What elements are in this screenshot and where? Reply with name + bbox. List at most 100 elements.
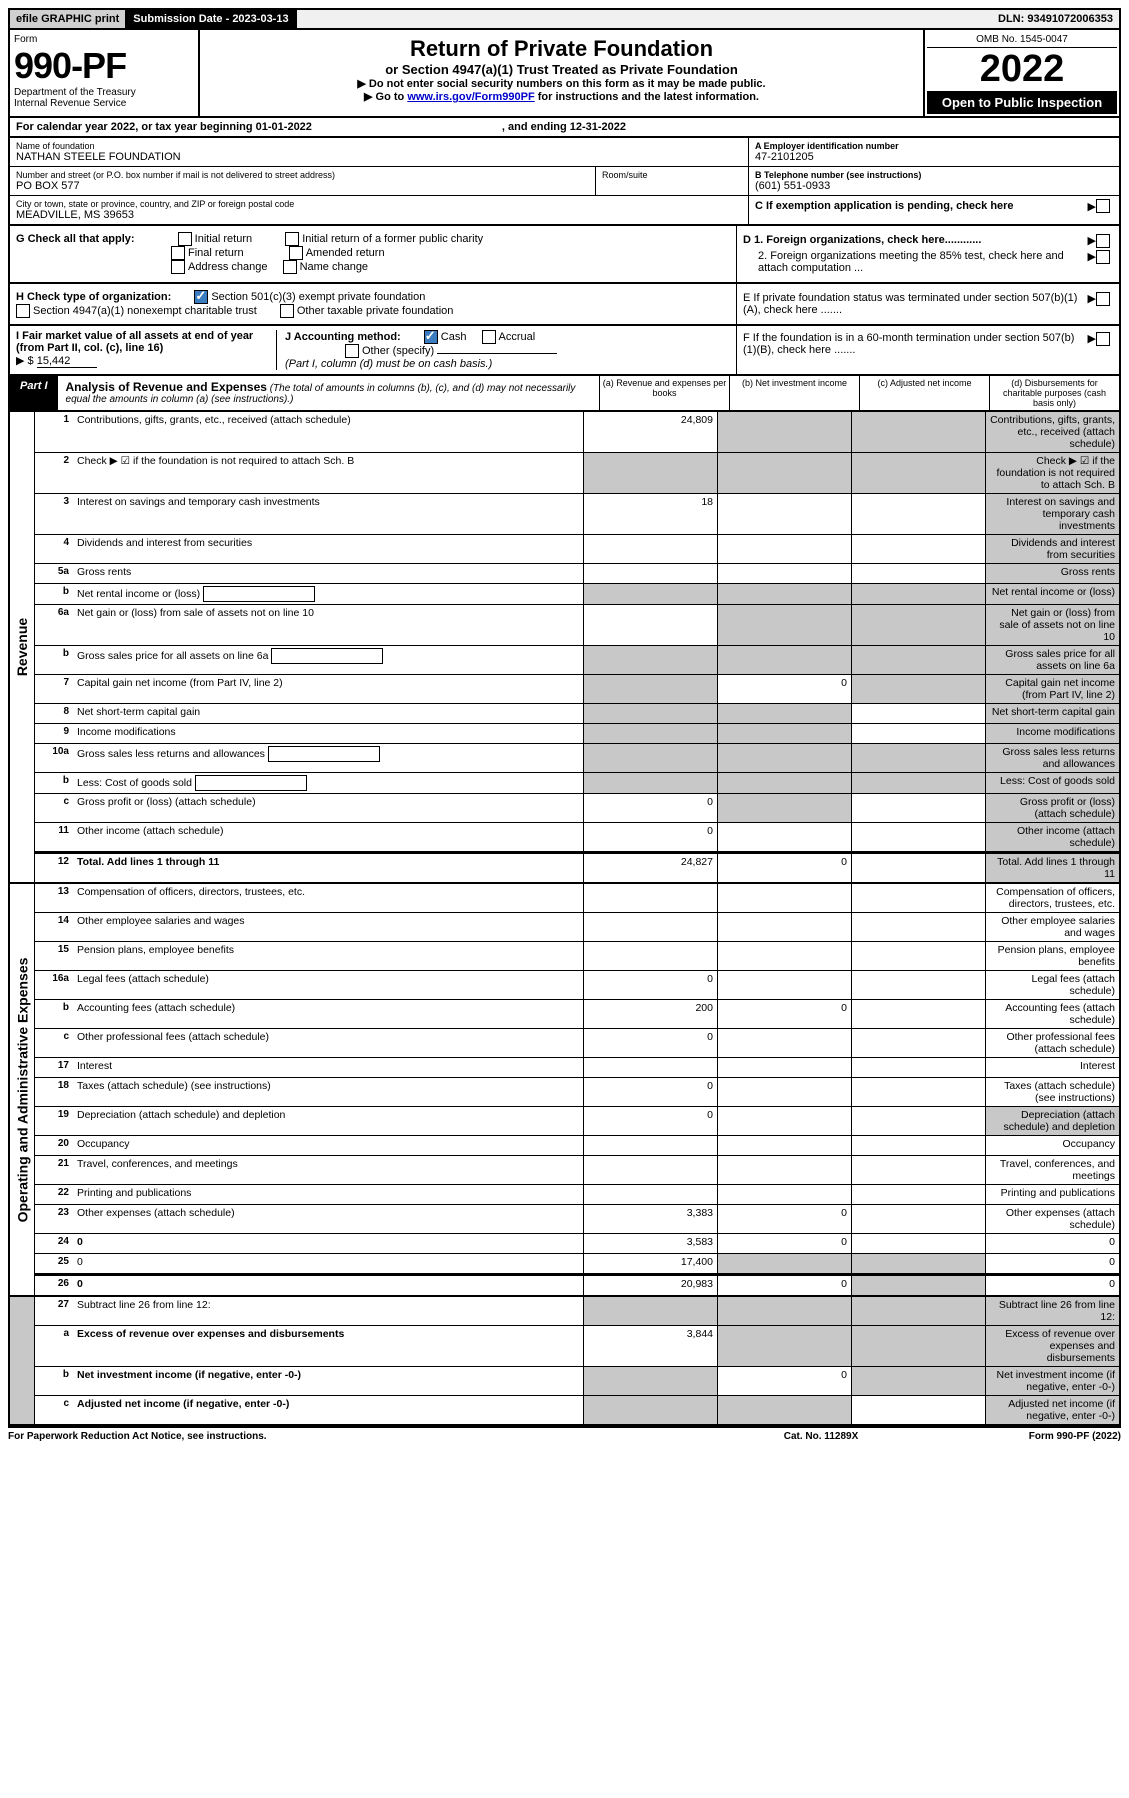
row-description: Gross profit or (loss) (attach schedule)	[73, 794, 583, 822]
initial-former-checkbox[interactable]	[285, 232, 299, 246]
table-row: 9Income modificationsIncome modification…	[35, 724, 1119, 744]
form-subtitle3: ▶ Go to www.irs.gov/Form990PF for instru…	[206, 90, 917, 103]
accrual-checkbox[interactable]	[482, 330, 496, 344]
row-description: Accounting fees (attach schedule)	[73, 1000, 583, 1028]
table-row: cOther professional fees (attach schedul…	[35, 1029, 1119, 1058]
value-cell-a: 24,827	[583, 854, 717, 882]
value-cell-a	[583, 1297, 717, 1325]
net-table: 27Subtract line 26 from line 12:Subtract…	[8, 1297, 1121, 1426]
value-cell-b	[717, 494, 851, 534]
table-row: 23Other expenses (attach schedule)3,3830…	[35, 1205, 1119, 1234]
value-cell-b	[717, 1107, 851, 1135]
d1-checkbox[interactable]	[1096, 234, 1110, 248]
form-header: Form 990-PF Department of the Treasury I…	[8, 30, 1121, 118]
address-change-checkbox[interactable]	[171, 260, 185, 274]
row-number: 10a	[35, 744, 73, 772]
row-description: Legal fees (attach schedule)	[73, 971, 583, 999]
value-cell-b	[717, 1396, 851, 1424]
row-description: Printing and publications	[73, 1185, 583, 1204]
value-cell-b	[717, 584, 851, 604]
value-cell-b	[717, 605, 851, 645]
room-cell: Room/suite	[596, 167, 748, 196]
value-cell-c	[851, 646, 985, 674]
value-cell-b	[717, 794, 851, 822]
cash-checkbox[interactable]	[424, 330, 438, 344]
table-row: 18Taxes (attach schedule) (see instructi…	[35, 1078, 1119, 1107]
table-row: 16aLegal fees (attach schedule)0Legal fe…	[35, 971, 1119, 1000]
value-cell-c	[851, 494, 985, 534]
value-cell-d: Depreciation (attach schedule) and deple…	[985, 1107, 1119, 1135]
inline-value-box	[268, 746, 380, 762]
header-left: Form 990-PF Department of the Treasury I…	[10, 30, 200, 116]
501c3-checkbox[interactable]	[194, 290, 208, 304]
table-row: 10a Gross sales less returns and allowanc…	[35, 744, 1119, 773]
final-return-checkbox[interactable]	[171, 246, 185, 260]
value-cell-c	[851, 453, 985, 493]
value-cell-c	[851, 794, 985, 822]
value-cell-d: Gross sales less returns and allowances	[985, 744, 1119, 772]
revenue-table: Revenue 1Contributions, gifts, grants, e…	[8, 412, 1121, 884]
row-number: 4	[35, 535, 73, 563]
4947-checkbox[interactable]	[16, 304, 30, 318]
row-number: 14	[35, 913, 73, 941]
h-checks: H Check type of organization: Section 50…	[10, 284, 737, 324]
part1-header: Part I Analysis of Revenue and Expenses …	[8, 376, 1121, 412]
row-number: 22	[35, 1185, 73, 1204]
exemption-checkbox[interactable]	[1096, 199, 1110, 213]
initial-return-checkbox[interactable]	[178, 232, 192, 246]
value-cell-a: 0	[583, 971, 717, 999]
value-cell-c	[851, 1276, 985, 1295]
f-checkbox[interactable]	[1096, 332, 1110, 346]
form-label: Form	[14, 34, 194, 45]
value-cell-c	[851, 1185, 985, 1204]
value-cell-d: Other income (attach schedule)	[985, 823, 1119, 851]
table-row: 27Subtract line 26 from line 12:Subtract…	[35, 1297, 1119, 1326]
g-checks: G Check all that apply: Initial return I…	[10, 226, 737, 282]
d2-checkbox[interactable]	[1096, 250, 1110, 264]
table-row: 20OccupancyOccupancy	[35, 1136, 1119, 1156]
other-method-checkbox[interactable]	[345, 344, 359, 358]
row-description: Net investment income (if negative, ente…	[73, 1367, 583, 1395]
instructions-link[interactable]: www.irs.gov/Form990PF	[407, 91, 534, 103]
amended-return-checkbox[interactable]	[289, 246, 303, 260]
value-cell-a: 17,400	[583, 1254, 717, 1273]
value-cell-b	[717, 942, 851, 970]
value-cell-a	[583, 942, 717, 970]
value-cell-d: Gross sales price for all assets on line…	[985, 646, 1119, 674]
row-number: 9	[35, 724, 73, 743]
value-cell-a	[583, 1058, 717, 1077]
info-grid: Name of foundation NATHAN STEELE FOUNDAT…	[8, 138, 1121, 226]
row-number: 1	[35, 412, 73, 452]
row-number: 5a	[35, 564, 73, 583]
address-cell: Number and street (or P.O. box number if…	[10, 167, 596, 196]
e-checkbox[interactable]	[1096, 292, 1110, 306]
row-number: b	[35, 773, 73, 793]
row-number: 18	[35, 1078, 73, 1106]
header-right: OMB No. 1545-0047 2022 Open to Public In…	[923, 30, 1119, 116]
value-cell-d: Gross rents	[985, 564, 1119, 583]
row-description: Interest on savings and temporary cash i…	[73, 494, 583, 534]
row-number: 3	[35, 494, 73, 534]
expenses-side-label: Operating and Administrative Expenses	[10, 884, 35, 1295]
value-cell-a: 0	[583, 1029, 717, 1057]
row-number: 26	[35, 1276, 73, 1295]
row-number: 24	[35, 1234, 73, 1253]
value-cell-c	[851, 1078, 985, 1106]
value-cell-a	[583, 564, 717, 583]
row-number: 16a	[35, 971, 73, 999]
value-cell-b: 0	[717, 1276, 851, 1295]
value-cell-b	[717, 412, 851, 452]
value-cell-c	[851, 1396, 985, 1424]
name-change-checkbox[interactable]	[283, 260, 297, 274]
table-row: bNet investment income (if negative, ent…	[35, 1367, 1119, 1396]
table-row: 26020,98300	[35, 1274, 1119, 1295]
value-cell-a	[583, 1156, 717, 1184]
row-number: 8	[35, 704, 73, 723]
value-cell-d: Net gain or (loss) from sale of assets n…	[985, 605, 1119, 645]
row-description: Subtract line 26 from line 12:	[73, 1297, 583, 1325]
value-cell-c	[851, 1029, 985, 1057]
other-taxable-checkbox[interactable]	[280, 304, 294, 318]
value-cell-d: Total. Add lines 1 through 11	[985, 854, 1119, 882]
value-cell-b	[717, 1029, 851, 1057]
row-number: 21	[35, 1156, 73, 1184]
